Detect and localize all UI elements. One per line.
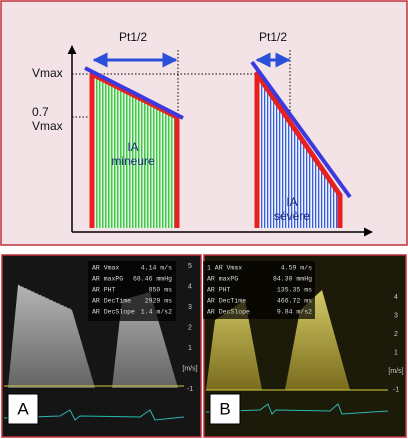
measurement-value: 84.30 mmHg [273,276,312,283]
measurement-value: 68.46 mmHg [133,276,172,283]
measurement-name: AR DecSlope [207,309,250,316]
panel-label: B [219,399,230,418]
scale-label: -1 [393,386,399,393]
scale-label: -1 [187,386,193,393]
severe-label: sévère [274,209,310,223]
measurement-value: 1.4 m/s2 [141,309,172,316]
measurement-value: 2929 ms [145,298,172,305]
measurement-name: AR PHT [92,287,116,294]
measurement-value: 466.72 ms [277,298,312,305]
pt-half-label: Pt1/2 [259,30,287,44]
severe-label: IA [286,195,297,209]
scale-label: 1 [188,345,192,352]
measurement-name: AR DecTime [207,298,246,305]
measurement-value: 9.84 m/s2 [277,309,312,316]
scale-label: 1 [394,349,398,356]
ecg [3,409,185,421]
scale-label: 2 [394,331,398,338]
vmax07-label: 0.7 [32,105,49,119]
vmax-label: Vmax [32,66,63,80]
measurement-name: 1 AR Vmax [207,265,242,272]
panel-label: A [17,399,29,418]
scale-label: [m/s] [388,368,403,375]
measurement-name: AR maxPG [207,276,238,283]
measurement-box [88,261,176,321]
measurement-box [203,261,315,319]
pt-half-label: Pt1/2 [119,30,147,44]
measurement-name: AR Vmax [92,265,119,272]
severe-envelope [254,71,343,228]
scale-label: 2 [188,324,192,331]
label-box [209,393,241,425]
mild-label: mineure [111,154,155,168]
measurement-name: AR DecSlope [92,309,135,316]
scale-label: 4 [394,294,398,301]
scale-label: [m/s] [182,365,197,372]
label-box [7,393,39,425]
mild-label: IA [127,140,138,154]
scale-label: 3 [188,304,192,311]
measurement-value: 850 ms [149,287,173,294]
measurement-value: 135.35 ms [277,287,312,294]
measurement-value: 4.59 m/s [281,265,312,272]
measurement-name: AR maxPG [92,276,123,283]
scale-label: 3 [394,312,398,319]
slope-line [250,60,352,199]
slope-marker [17,284,73,311]
measurement-name: AR DecTime [92,298,131,305]
slope-line [84,66,184,120]
vmax07-label: Vmax [32,119,63,133]
measurement-name: AR PHT [207,287,231,294]
scale-label: 4 [188,283,192,290]
ecg [205,403,389,415]
measurement-value: 4.14 m/s [141,265,172,272]
scale-label: 5 [188,263,192,270]
